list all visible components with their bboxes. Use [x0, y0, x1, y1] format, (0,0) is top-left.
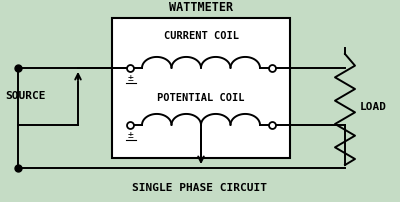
- Text: ±: ±: [128, 130, 134, 140]
- Text: WATTMETER: WATTMETER: [169, 1, 233, 14]
- Text: SINGLE PHASE CIRCUIT: SINGLE PHASE CIRCUIT: [132, 183, 268, 193]
- Text: LOAD: LOAD: [360, 101, 387, 112]
- Text: POTENTIAL COIL: POTENTIAL COIL: [157, 93, 245, 103]
- Text: SOURCE: SOURCE: [5, 91, 46, 101]
- Text: ±: ±: [128, 73, 134, 83]
- Bar: [112, 18, 290, 158]
- Text: CURRENT COIL: CURRENT COIL: [164, 31, 238, 41]
